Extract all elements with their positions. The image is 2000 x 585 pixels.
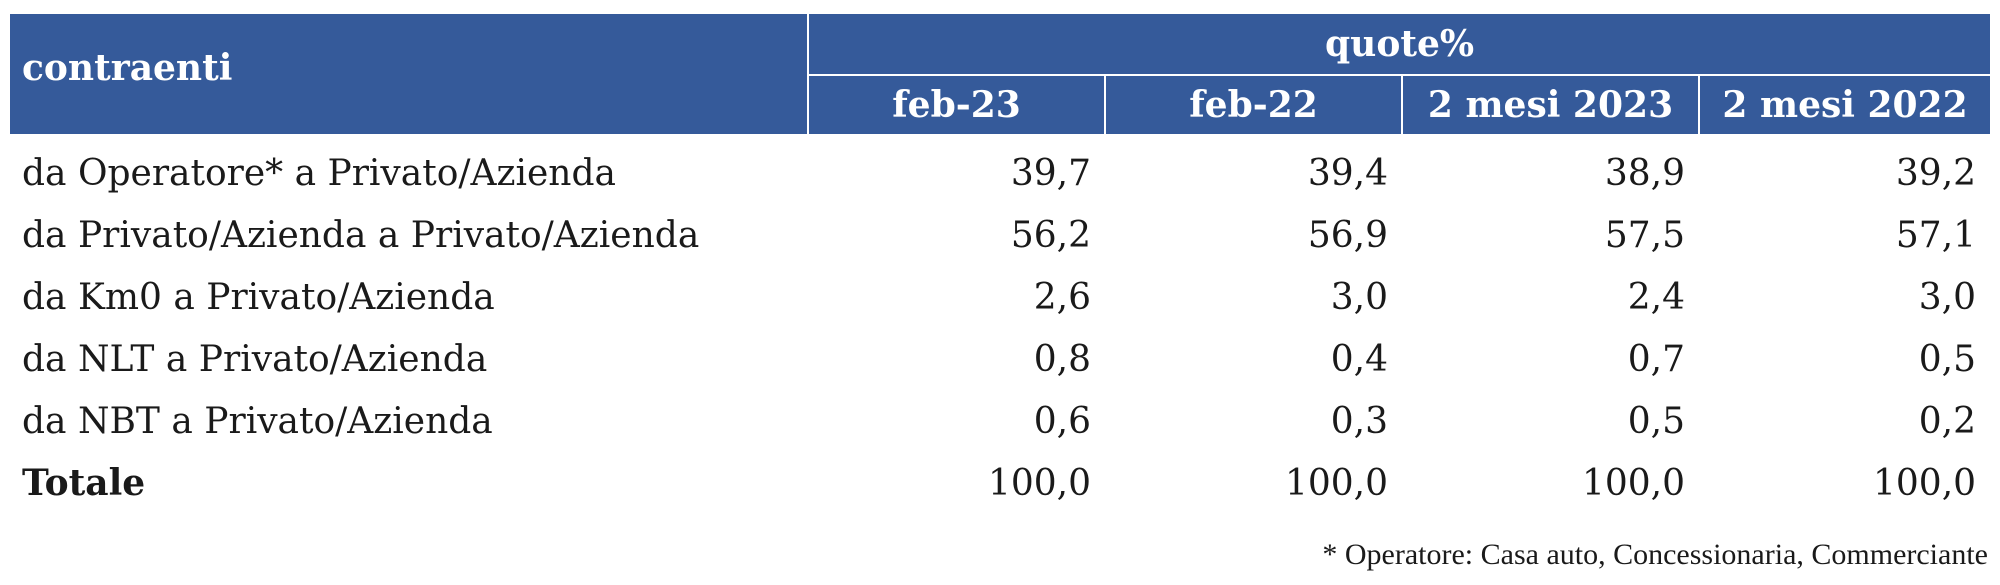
cell-value: 3,0 <box>1918 276 1977 318</box>
contraenti-quote-table: contraenti quote% feb-23 feb-22 2 mesi 2… <box>10 14 1991 514</box>
row-label: da Privato/Azienda a Privato/Azienda <box>22 214 700 256</box>
column-header: feb-22 <box>1104 75 1402 134</box>
cell-value: 39,7 <box>1010 152 1091 194</box>
cell-value: 2,6 <box>1033 276 1091 318</box>
cell-value: 3,0 <box>1330 276 1388 318</box>
cell-value: 0,3 <box>1330 400 1388 442</box>
table-row: da Operatore* a Privato/Azienda 39,7 39,… <box>10 134 1990 204</box>
cell-value: 0,7 <box>1627 338 1685 380</box>
row-label: da NLT a Privato/Azienda <box>22 338 488 380</box>
header-contraenti: contraenti <box>10 14 808 134</box>
table-row: da Km0 a Privato/Azienda 2,6 3,0 2,4 3,0 <box>10 266 1990 328</box>
data-table-container: contraenti quote% feb-23 feb-22 2 mesi 2… <box>10 14 1991 514</box>
cell-value: 0,5 <box>1627 400 1685 442</box>
total-label: Totale <box>22 462 146 504</box>
cell-value: 57,1 <box>1895 214 1977 256</box>
cell-value: 38,9 <box>1604 152 1685 194</box>
cell-value: 2,4 <box>1627 276 1685 318</box>
cell-value: 39,4 <box>1307 152 1388 194</box>
column-header: feb-23 <box>807 75 1105 134</box>
cell-value: 0,5 <box>1918 338 1977 380</box>
table-row: da Privato/Azienda a Privato/Azienda 56,… <box>10 204 1990 266</box>
cell-value: 57,5 <box>1604 214 1685 256</box>
cell-value: 0,8 <box>1033 338 1091 380</box>
cell-value: 56,2 <box>1010 214 1091 256</box>
footnote: * Operatore: Casa auto, Concessionaria, … <box>1322 538 1988 571</box>
total-value: 100,0 <box>987 462 1091 504</box>
table-row: da NBT a Privato/Azienda 0,6 0,3 0,5 0,2 <box>10 390 1990 452</box>
column-header: 2 mesi 2022 <box>1697 75 1991 134</box>
header-group-quote: quote% <box>806 14 1991 76</box>
table-header: contraenti quote% feb-23 feb-22 2 mesi 2… <box>10 14 1991 134</box>
total-value: 100,0 <box>1284 462 1388 504</box>
header-row-group: contraenti quote% <box>10 14 1991 134</box>
table-row-total: Totale 100,0 100,0 100,0 100,0 <box>10 452 1990 514</box>
header-row-columns: feb-23 feb-22 2 mesi 2023 2 mesi 2022 <box>10 75 1991 134</box>
table-body: da Operatore* a Privato/Azienda 39,7 39,… <box>10 134 1990 514</box>
total-value: 100,0 <box>1581 462 1685 504</box>
column-header: 2 mesi 2023 <box>1401 75 1699 134</box>
row-label: da NBT a Privato/Azienda <box>22 400 493 442</box>
cell-value: 56,9 <box>1307 214 1388 256</box>
row-label: da Km0 a Privato/Azienda <box>22 276 495 318</box>
cell-value: 0,4 <box>1330 338 1388 380</box>
total-value: 100,0 <box>1872 462 1977 504</box>
row-label: da Operatore* a Privato/Azienda <box>22 152 616 194</box>
cell-value: 0,2 <box>1918 400 1977 442</box>
cell-value: 39,2 <box>1895 152 1977 194</box>
table-row: da NLT a Privato/Azienda 0,8 0,4 0,7 0,5 <box>10 328 1990 390</box>
cell-value: 0,6 <box>1033 400 1091 442</box>
